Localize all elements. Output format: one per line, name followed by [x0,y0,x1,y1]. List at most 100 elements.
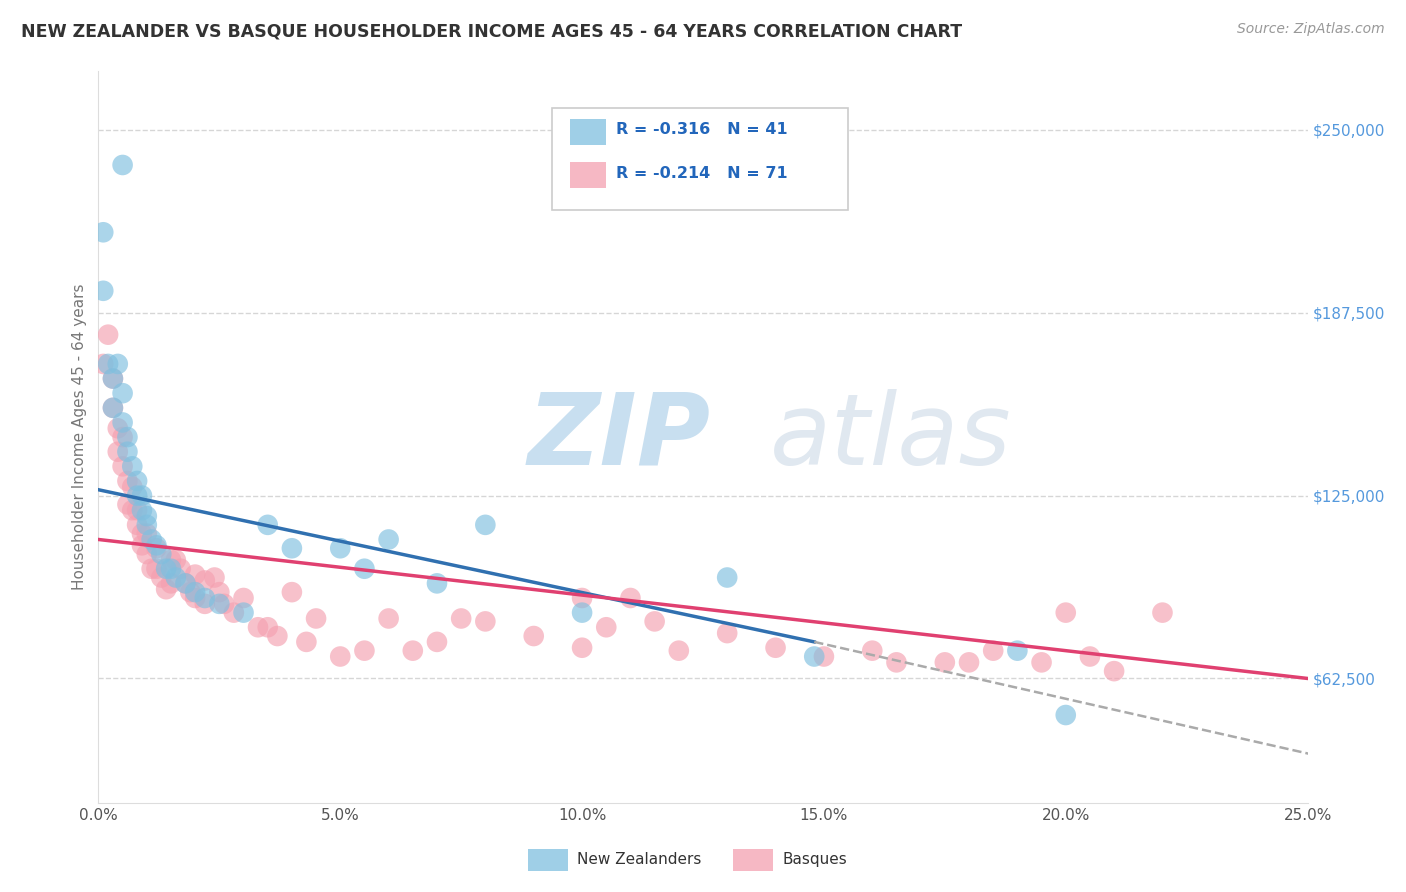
Point [131,489,153,503]
Point [194,591,217,605]
Point [135,547,157,561]
Point [111,386,134,401]
Point [281,585,304,599]
Point [1054,606,1077,620]
Point [619,591,641,605]
Text: New Zealanders: New Zealanders [578,852,702,867]
Point [155,582,177,597]
Text: atlas: atlas [769,389,1011,485]
Point [1102,664,1125,678]
Point [957,656,980,670]
Text: Source: ZipAtlas.com: Source: ZipAtlas.com [1237,22,1385,37]
Point [160,562,183,576]
FancyBboxPatch shape [569,162,606,188]
Point [571,591,593,605]
Point [803,649,825,664]
Point [644,615,666,629]
Point [765,640,787,655]
Point [247,620,270,634]
Point [127,503,149,517]
Point [474,615,496,629]
Point [981,643,1004,657]
FancyBboxPatch shape [551,108,848,211]
Point [127,489,149,503]
Point [131,538,153,552]
Point [131,503,153,517]
Point [179,585,201,599]
Point [353,643,375,657]
Point [256,517,278,532]
Point [1007,643,1029,657]
Point [150,547,173,561]
Point [426,635,449,649]
Point [107,357,129,371]
Point [145,538,167,552]
Point [101,401,124,415]
Point [174,576,197,591]
Point [1078,649,1101,664]
FancyBboxPatch shape [569,119,606,145]
Point [860,643,883,657]
Point [101,371,124,385]
Point [121,503,143,517]
Point [145,562,167,576]
Point [131,526,153,541]
Point [135,517,157,532]
Point [107,444,129,458]
Point [117,430,139,444]
Point [212,597,235,611]
Point [121,480,143,494]
Point [266,629,288,643]
Point [595,620,617,634]
Text: Basques: Basques [783,852,848,867]
Point [127,474,149,488]
Point [934,656,956,670]
Point [184,567,207,582]
Point [668,643,690,657]
Point [107,421,129,435]
Point [377,533,399,547]
Text: NEW ZEALANDER VS BASQUE HOUSEHOLDER INCOME AGES 45 - 64 YEARS CORRELATION CHART: NEW ZEALANDER VS BASQUE HOUSEHOLDER INCO… [21,22,962,40]
Point [571,606,593,620]
Point [165,570,187,584]
Point [256,620,278,634]
Point [1054,708,1077,723]
Point [127,517,149,532]
Point [329,541,352,556]
Point [208,585,231,599]
Point [184,591,207,605]
Point [141,562,163,576]
Text: R = -0.316   N = 41: R = -0.316 N = 41 [616,122,787,137]
Point [281,541,304,556]
Point [377,611,399,625]
Point [194,574,217,588]
Point [716,626,738,640]
Point [329,649,352,664]
Point [222,606,245,620]
Point [111,158,134,172]
Point [97,327,120,342]
Point [295,635,318,649]
Point [184,585,207,599]
FancyBboxPatch shape [734,849,773,871]
Point [169,562,191,576]
Point [160,553,183,567]
Text: ZIP: ZIP [527,389,710,485]
Point [111,430,134,444]
Point [101,371,124,385]
Point [101,401,124,415]
Point [117,444,139,458]
Point [111,416,134,430]
Point [135,509,157,524]
Point [571,640,593,655]
Point [208,597,231,611]
Point [111,459,134,474]
Point [135,526,157,541]
Point [174,576,197,591]
Point [160,576,183,591]
Point [165,553,187,567]
Point [232,606,254,620]
Point [305,611,328,625]
Point [117,474,139,488]
Point [353,562,375,576]
